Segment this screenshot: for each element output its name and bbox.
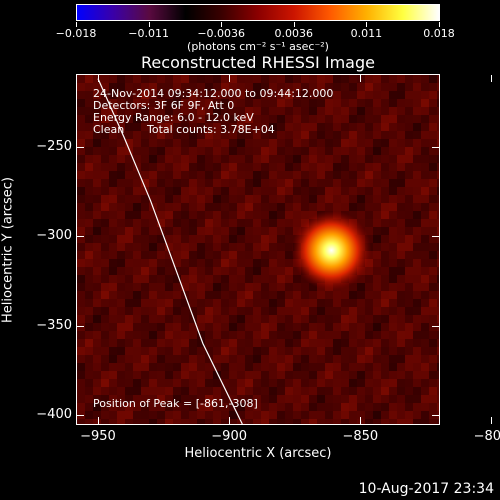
solar-limb-line [97, 78, 243, 424]
y-tick [432, 415, 439, 417]
x-tick [97, 75, 99, 82]
x-tick [360, 417, 362, 424]
x-tick [229, 417, 231, 424]
y-tick [432, 236, 439, 238]
colorbar-tick-label: −0.011 [128, 27, 169, 40]
x-tick [360, 75, 362, 82]
y-tick [432, 146, 439, 148]
heatmap-cells [77, 75, 439, 424]
y-tick-label: −250 [36, 138, 72, 154]
x-tick-label: −800 [473, 429, 500, 444]
annotation-total-counts: Total counts: 3.78E+04 [147, 123, 275, 136]
annotation-peak-position: Position of Peak = [-861,-308] [93, 397, 258, 410]
colorbar-tick-label: −0.018 [55, 27, 97, 40]
y-tick [77, 325, 84, 327]
peak-source [291, 210, 372, 291]
chart-title: Reconstructed RHESSI Image [141, 53, 375, 72]
y-tick-label: −300 [36, 228, 72, 244]
colorbar-tick [148, 22, 150, 27]
x-tick-label: −850 [342, 429, 379, 444]
colorbar-tick [221, 22, 223, 27]
x-tick [491, 75, 493, 82]
y-tick [432, 325, 439, 327]
plot-timestamp: 10-Aug-2017 23:34 [358, 481, 494, 497]
x-tick [229, 75, 231, 82]
colorbar-tick [439, 22, 440, 27]
annotation-detectors: Detectors: 3F 6F 9F, Att 0 [93, 99, 235, 112]
x-tick [97, 417, 99, 424]
y-tick [77, 146, 84, 148]
y-tick [77, 236, 84, 238]
colorbar-tick-label: 0.011 [350, 27, 383, 40]
y-axis-label: Heliocentric Y (arcsec) [0, 177, 16, 323]
annotation-time-range: 24-Nov-2014 09:34:12.000 to 09:44:12.000 [93, 87, 334, 100]
x-tick [491, 417, 493, 424]
colorbar-units: (photons cm⁻² s⁻¹ asec⁻²) [187, 40, 329, 53]
colorbar-tick [366, 22, 368, 27]
annotation-method: Clean [93, 123, 125, 136]
y-tick-label: −350 [36, 317, 72, 333]
y-tick [77, 415, 84, 417]
x-axis-label: Heliocentric X (arcsec) [184, 446, 332, 461]
colorbar [76, 4, 440, 21]
colorbar-tick [293, 22, 295, 27]
x-tick-label: −950 [80, 429, 116, 444]
heatmap-image [77, 75, 439, 424]
y-tick-label: −400 [36, 407, 72, 423]
colorbar-tick [76, 22, 77, 27]
annotation-energy: Energy Range: 6.0 - 12.0 keV [93, 111, 254, 124]
plot-area: 24-Nov-2014 09:34:12.000 to 09:44:12.000… [76, 74, 440, 425]
colorbar-tick-label: 0.0036 [274, 27, 314, 40]
colorbar-tick-label: 0.018 [423, 27, 455, 40]
colorbar-tick-label: −0.0036 [197, 27, 246, 40]
x-tick-label: −900 [211, 429, 247, 444]
